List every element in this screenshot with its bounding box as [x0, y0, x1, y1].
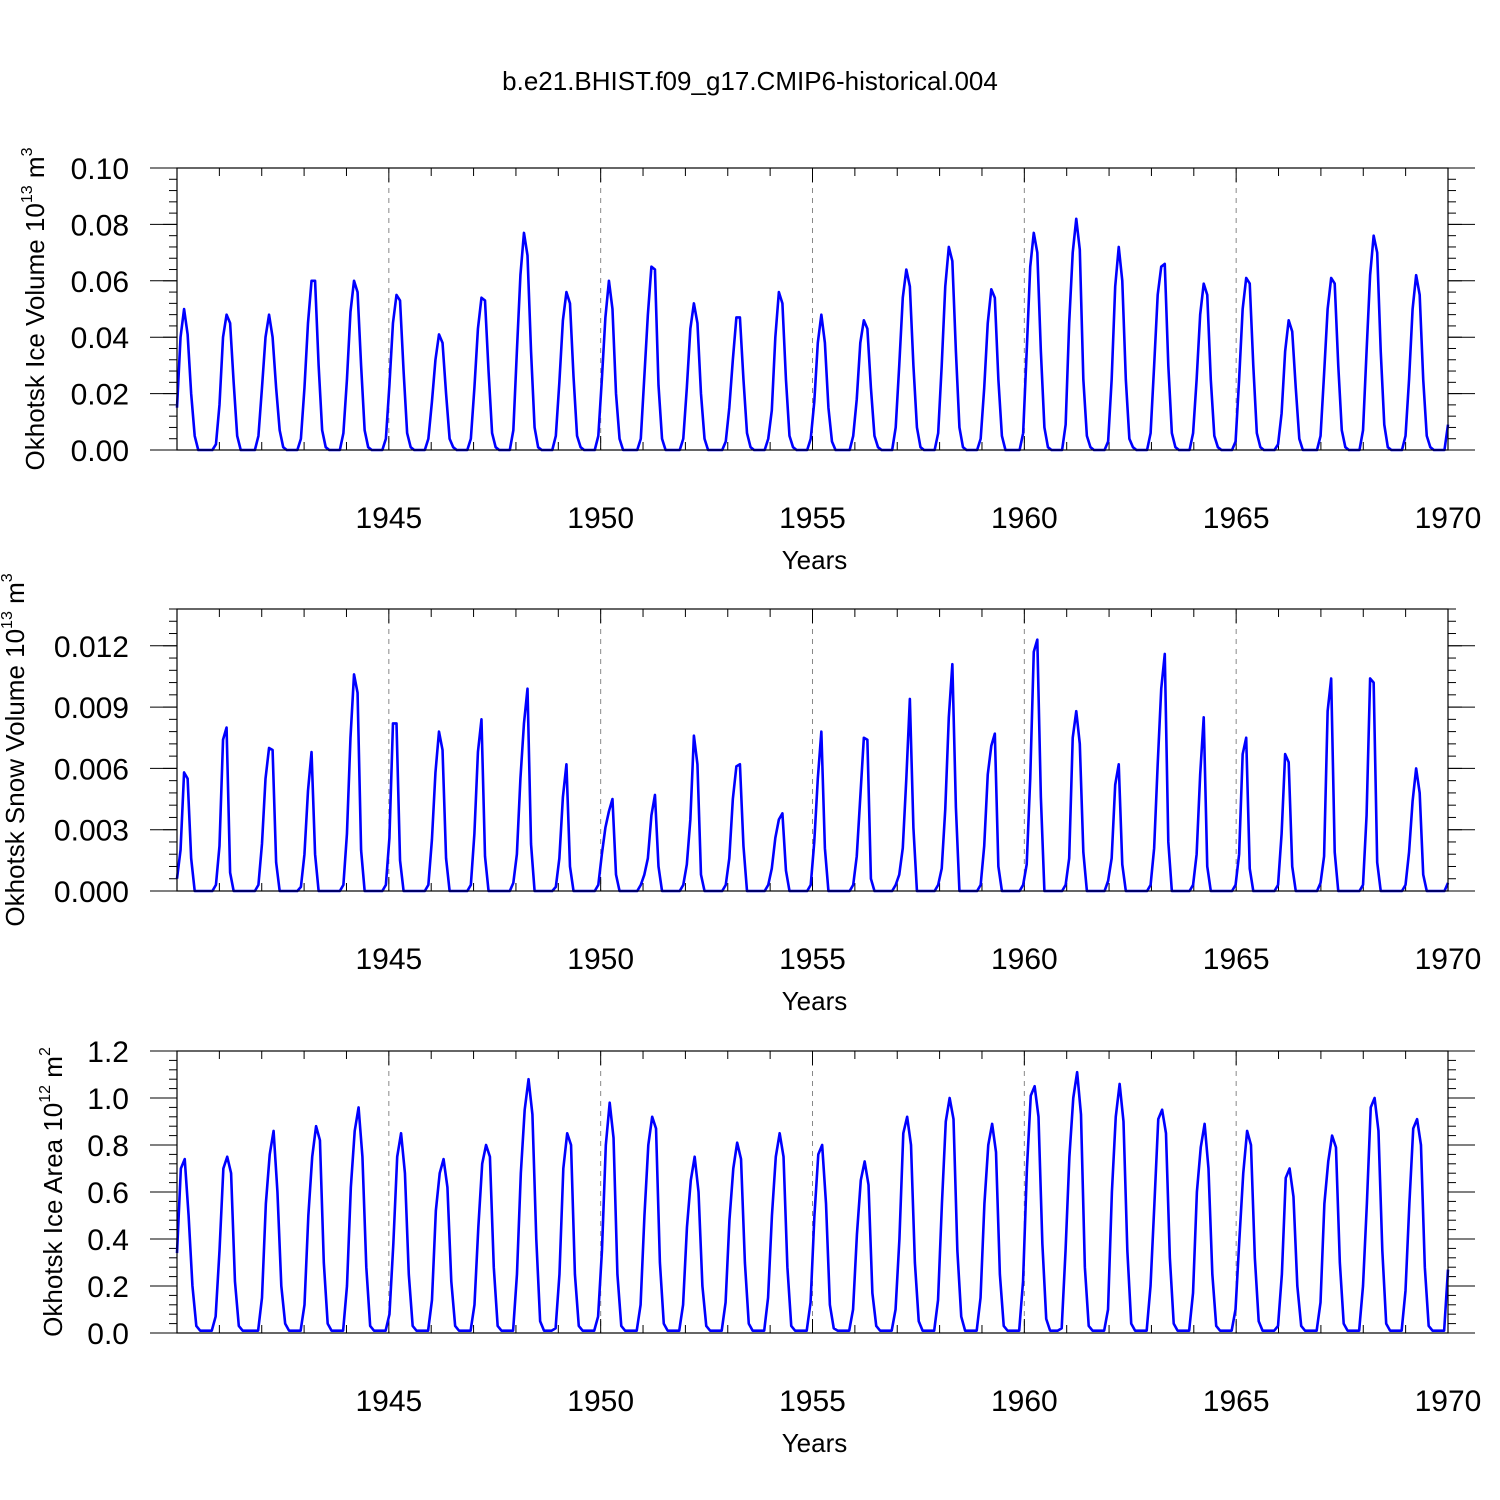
x-tick-label: 1970 — [1415, 502, 1482, 535]
x-tick-label: 1950 — [567, 1385, 634, 1418]
x-tick-label: 1950 — [567, 502, 634, 535]
series-line — [175, 217, 1450, 452]
plot-frame — [176, 1050, 1449, 1334]
x-axis-label: Years — [782, 986, 848, 1016]
x-tick-label: 1960 — [991, 943, 1058, 976]
plot-frame — [176, 167, 1449, 451]
series-line — [175, 1070, 1450, 1332]
y-tick-label: 0.012 — [54, 631, 129, 664]
x-tick-label: 1970 — [1415, 943, 1482, 976]
x-tick-label: 1965 — [1203, 502, 1270, 535]
series-line — [175, 638, 1450, 893]
x-axis-label: Years — [782, 1428, 848, 1458]
y-tick-label: 0.08 — [71, 209, 129, 242]
x-tick-label: 1945 — [355, 502, 422, 535]
x-tick-label: 1945 — [355, 943, 422, 976]
x-tick-label: 1950 — [567, 943, 634, 976]
y-axis-label: Okhotsk Ice Volume 1013 m3 — [19, 147, 50, 470]
y-axis-label: Okhotsk Snow Volume 1013 m3 — [0, 573, 30, 926]
x-tick-label: 1955 — [779, 943, 846, 976]
x-tick-label: 1955 — [779, 502, 846, 535]
y-axis-label: Okhotsk Ice Area 1012 m2 — [37, 1047, 68, 1337]
y-tick-label: 0.06 — [71, 266, 129, 299]
y-tick-label: 0.00 — [71, 435, 129, 468]
plot-frame — [176, 608, 1449, 892]
y-tick-label: 0.02 — [71, 379, 129, 412]
y-tick-label: 0.6 — [87, 1177, 129, 1210]
x-tick-label: 1970 — [1415, 1385, 1482, 1418]
y-tick-label: 0.10 — [71, 153, 129, 186]
panel-1: 0.00 0.02 0.04 0.06 0.08 0.10 1945 1950 1955 1960… — [19, 147, 1481, 575]
y-tick-label: 0.009 — [54, 692, 129, 725]
figure-title: b.e21.BHIST.f09_g17.CMIP6-historical.004 — [502, 66, 998, 96]
x-tick-label: 1965 — [1203, 1385, 1270, 1418]
y-tick-label: 0.003 — [54, 815, 129, 848]
x-axis-label: Years — [782, 545, 848, 575]
x-tick-label: 1965 — [1203, 943, 1270, 976]
y-tick-label: 0.4 — [87, 1224, 129, 1257]
y-tick-label: 0.2 — [87, 1271, 129, 1304]
x-tick-label: 1955 — [779, 1385, 846, 1418]
x-tick-label: 1945 — [355, 1385, 422, 1418]
panel-3: 0.0 0.2 0.4 0.6 0.8 1.0 1.2 1945 1950 1955 1960 196… — [37, 1036, 1481, 1458]
y-tick-label: 1.2 — [87, 1036, 129, 1069]
x-tick-label: 1960 — [991, 502, 1058, 535]
y-tick-label: 0.04 — [71, 322, 129, 355]
x-tick-label: 1960 — [991, 1385, 1058, 1418]
y-tick-label: 1.0 — [87, 1083, 129, 1116]
y-tick-label: 0.0 — [87, 1318, 129, 1351]
y-tick-label: 0.006 — [54, 753, 129, 786]
panel-2: 0.000 0.003 0.006 0.009 0.012 1945 1950 1955 196… — [0, 573, 1481, 1016]
y-tick-label: 0.8 — [87, 1130, 129, 1163]
y-tick-label: 0.000 — [54, 876, 129, 909]
